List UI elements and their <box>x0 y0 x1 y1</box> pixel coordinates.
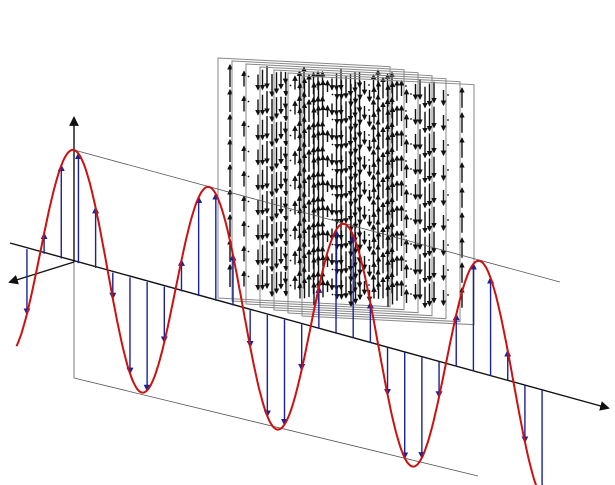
field-dot <box>447 144 449 146</box>
field-plane-5 <box>273 69 447 320</box>
field-planes <box>217 57 475 326</box>
field-dot <box>368 234 370 236</box>
field-dot <box>410 243 412 245</box>
field-dot <box>405 285 407 287</box>
field-dot <box>247 100 250 103</box>
field-dot <box>247 225 250 228</box>
field-dot <box>405 260 407 262</box>
field-dot <box>447 244 449 246</box>
field-dot <box>289 259 292 262</box>
field-dot <box>331 93 334 96</box>
field-dot <box>447 119 449 121</box>
amplitude-arrows <box>23 152 543 485</box>
field-dot <box>289 209 292 212</box>
field-dot <box>331 293 334 296</box>
field-dot <box>289 284 292 287</box>
field-plane-2 <box>231 60 405 311</box>
field-dot <box>247 75 250 78</box>
field-dot <box>289 134 292 137</box>
field-dot <box>447 269 449 271</box>
field-dot <box>405 185 407 187</box>
field-dot <box>410 143 412 145</box>
field-dot <box>447 294 449 296</box>
field-dot <box>247 125 250 128</box>
field-dot <box>447 194 449 196</box>
sine-wave <box>15 148 538 485</box>
depth-axis-arrow <box>8 261 75 285</box>
field-dot <box>247 175 250 178</box>
upper-envelope-line <box>73 149 561 283</box>
field-dot <box>289 184 292 187</box>
field-dot <box>368 209 370 211</box>
field-dot <box>247 275 250 278</box>
wave-curve <box>15 148 538 485</box>
field-dot <box>368 84 370 86</box>
field-dot <box>331 168 334 171</box>
field-dot <box>368 259 370 261</box>
field-dot <box>410 268 412 270</box>
field-dot <box>410 93 412 95</box>
field-dot <box>447 169 449 171</box>
field-plane-3 <box>245 63 419 314</box>
lower-envelope-line <box>73 377 479 477</box>
field-dot <box>368 109 370 111</box>
field-dot <box>410 193 412 195</box>
field-dot <box>289 109 292 112</box>
field-dot <box>410 118 412 120</box>
field-dot <box>405 110 407 112</box>
field-dot <box>331 118 334 121</box>
field-dot <box>447 94 449 96</box>
field-dot <box>368 284 370 286</box>
field-dot <box>331 268 334 271</box>
field-dot <box>289 159 292 162</box>
field-dot <box>410 218 412 220</box>
field-dot <box>405 235 407 237</box>
field-dot <box>247 250 250 253</box>
field-dot <box>368 134 370 136</box>
field-dot <box>405 135 407 137</box>
field-dot <box>405 210 407 212</box>
field-plane-4 <box>259 66 433 317</box>
field-dot <box>289 84 292 87</box>
field-dot <box>331 243 334 246</box>
field-dot <box>331 143 334 146</box>
field-dot <box>368 159 370 161</box>
field-dot <box>410 168 412 170</box>
field-dot <box>410 293 412 295</box>
field-plane-1 <box>217 57 391 308</box>
field-dot <box>289 234 292 237</box>
field-dot <box>331 193 334 196</box>
field-dot <box>447 219 449 221</box>
field-dot <box>247 200 250 203</box>
field-plane-6 <box>287 72 461 323</box>
field-dot <box>405 160 407 162</box>
field-dot <box>247 150 250 153</box>
field-dot <box>368 184 370 186</box>
field-dot <box>405 85 407 87</box>
